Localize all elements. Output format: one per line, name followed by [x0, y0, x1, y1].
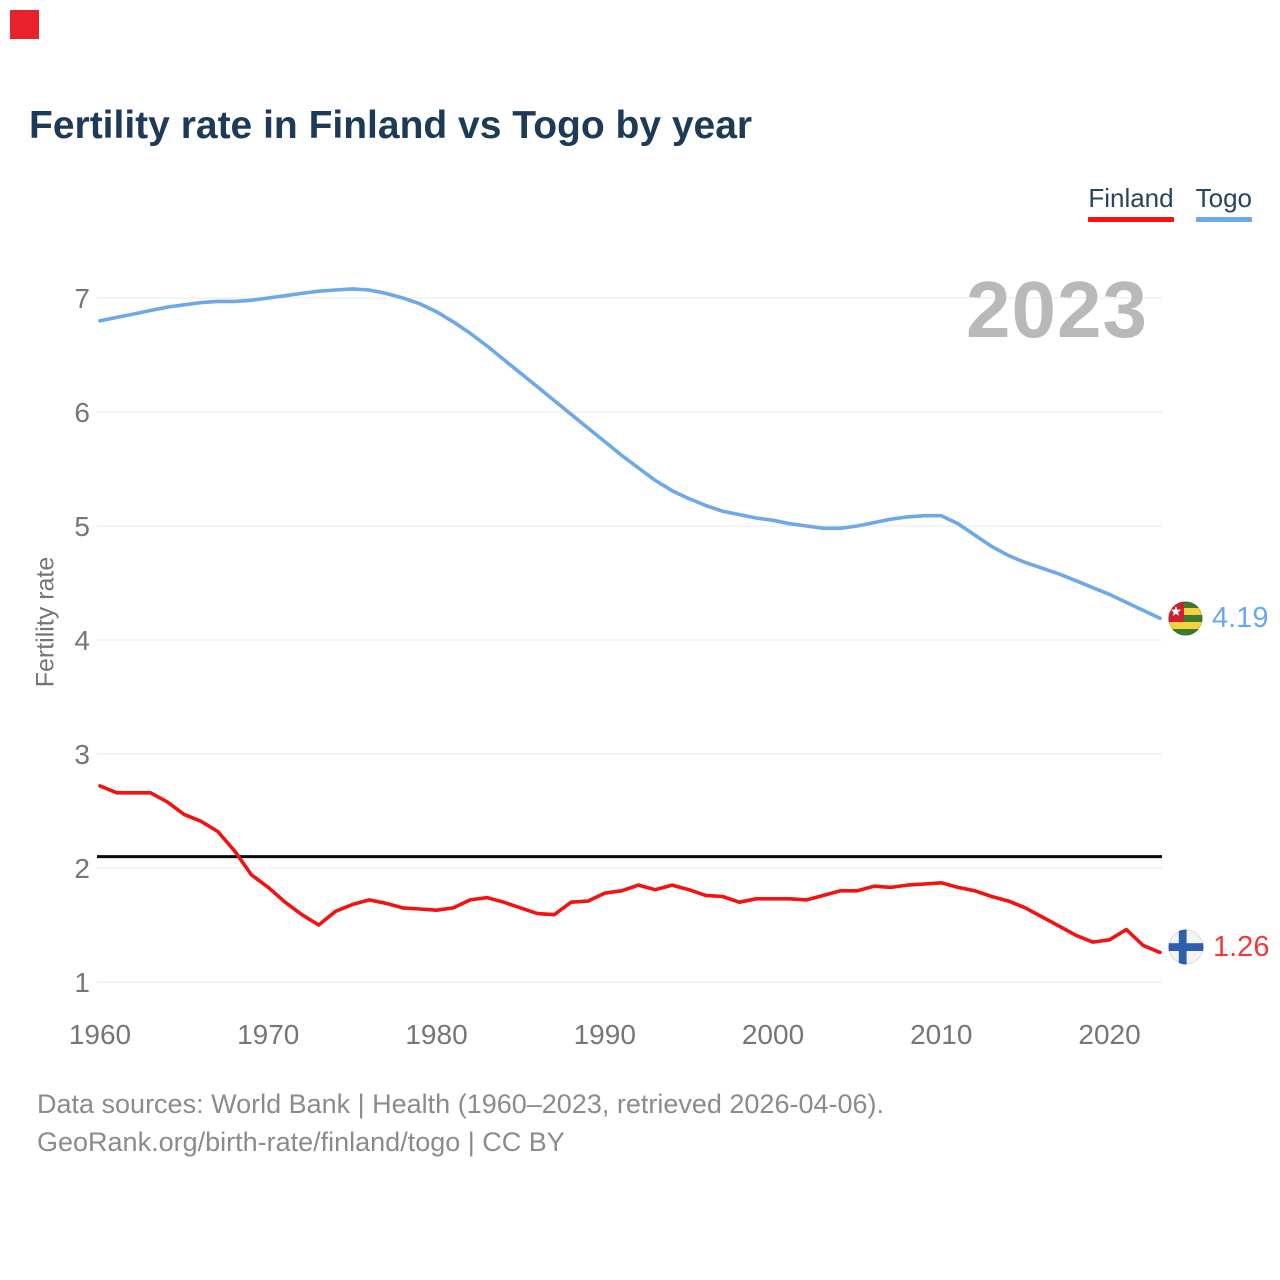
y-tick-label: 7 — [74, 283, 90, 314]
y-tick-label: 2 — [74, 853, 90, 884]
x-tick-label: 1990 — [574, 1019, 636, 1050]
footer: Data sources: World Bank | Health (1960–… — [37, 1085, 884, 1161]
footer-sources-line: Data sources: World Bank | Health (1960–… — [37, 1089, 884, 1119]
y-tick-label: 4 — [74, 625, 90, 656]
end-value-finland: 1.26 — [1213, 930, 1270, 963]
legend-label-finland: Finland — [1088, 183, 1174, 213]
legend: Finland Togo — [1088, 183, 1252, 222]
x-tick-label: 1980 — [405, 1019, 467, 1050]
footer-attribution-line: GeoRank.org/birth-rate/finland/togo | CC… — [37, 1127, 565, 1157]
legend-item-finland[interactable]: Finland — [1088, 183, 1174, 222]
series-line-togo — [98, 287, 1162, 621]
finland-flag-icon — [1168, 929, 1204, 965]
x-tick-label: 1960 — [69, 1019, 131, 1050]
y-tick-label: 5 — [74, 511, 90, 542]
x-tick-label: 1970 — [237, 1019, 299, 1050]
legend-item-togo[interactable]: Togo — [1195, 183, 1252, 222]
x-tick-label: 2010 — [910, 1019, 972, 1050]
page-title: Fertility rate in Finland vs Togo by yea… — [29, 104, 753, 147]
x-tick-label: 2020 — [1078, 1019, 1140, 1050]
legend-underline-finland — [1088, 217, 1174, 222]
brand-logo — [10, 10, 39, 39]
togo-flag-icon — [1168, 601, 1203, 635]
year-watermark: 2023 — [966, 265, 1148, 354]
x-tick-label: 2000 — [742, 1019, 804, 1050]
y-tick-label: 1 — [74, 967, 90, 998]
y-tick-label: 6 — [74, 397, 90, 428]
end-label-finland: 1.26 — [1168, 929, 1269, 965]
end-label-togo: 4.19 — [1168, 600, 1268, 636]
legend-underline-togo — [1195, 217, 1252, 222]
series-line-finland — [98, 784, 1162, 955]
legend-label-togo: Togo — [1195, 183, 1252, 213]
end-value-togo: 4.19 — [1212, 601, 1269, 634]
y-tick-label: 3 — [74, 739, 90, 770]
